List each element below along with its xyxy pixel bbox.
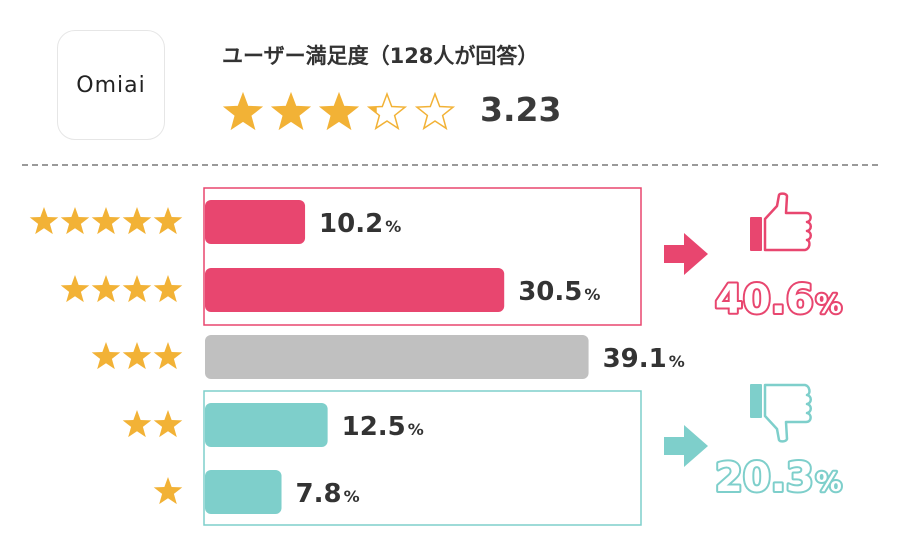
star-icon (91, 207, 121, 235)
bar-value-label: 30.5% (518, 277, 600, 307)
star-icon (60, 207, 90, 235)
star-icon (122, 207, 152, 235)
category-stars (122, 410, 183, 438)
category-stars (153, 477, 183, 505)
rating-star (414, 92, 456, 131)
bar (205, 335, 589, 379)
star-icon (153, 275, 183, 303)
rating-stars (222, 92, 456, 131)
rating-value: 3.23 (480, 90, 562, 129)
star-icon (153, 342, 183, 370)
bar-value-label: 12.5% (342, 412, 424, 442)
category-stars (60, 275, 183, 303)
bar (205, 403, 328, 447)
star-icon (153, 410, 183, 438)
positive-total-label: 40.6% (715, 277, 842, 323)
star-icon (91, 342, 121, 370)
category-stars (91, 342, 183, 370)
rating-star (222, 92, 264, 131)
negative-total-label: 20.3% (715, 455, 842, 501)
bar-value-label: 39.1% (603, 344, 685, 374)
star-icon (153, 477, 183, 505)
star-icon (29, 207, 59, 235)
bar-value-label: 7.8% (296, 479, 360, 509)
category-stars (29, 207, 183, 235)
divider (22, 164, 878, 166)
negative-group-box (203, 390, 642, 526)
rating-star (366, 92, 408, 131)
thumbs-up-icon (750, 192, 812, 252)
bar (205, 200, 306, 244)
star-icon (122, 410, 152, 438)
bar (205, 470, 282, 514)
rating-star (318, 92, 360, 131)
star-icon (91, 275, 121, 303)
arrow-right-icon (664, 233, 708, 275)
positive-group-box (203, 187, 642, 326)
arrow-right-icon (664, 425, 708, 467)
satisfaction-title: ユーザー満足度（128人が回答） (222, 44, 539, 68)
rating-star (270, 92, 312, 131)
thumbs-down-icon (750, 383, 812, 443)
logo-text: Omiai (76, 72, 146, 98)
bar-value-label: 10.2% (319, 209, 401, 239)
star-icon (60, 275, 90, 303)
app-logo: Omiai (57, 30, 165, 140)
star-icon (122, 275, 152, 303)
bar (205, 268, 505, 312)
star-icon (153, 207, 183, 235)
star-icon (122, 342, 152, 370)
